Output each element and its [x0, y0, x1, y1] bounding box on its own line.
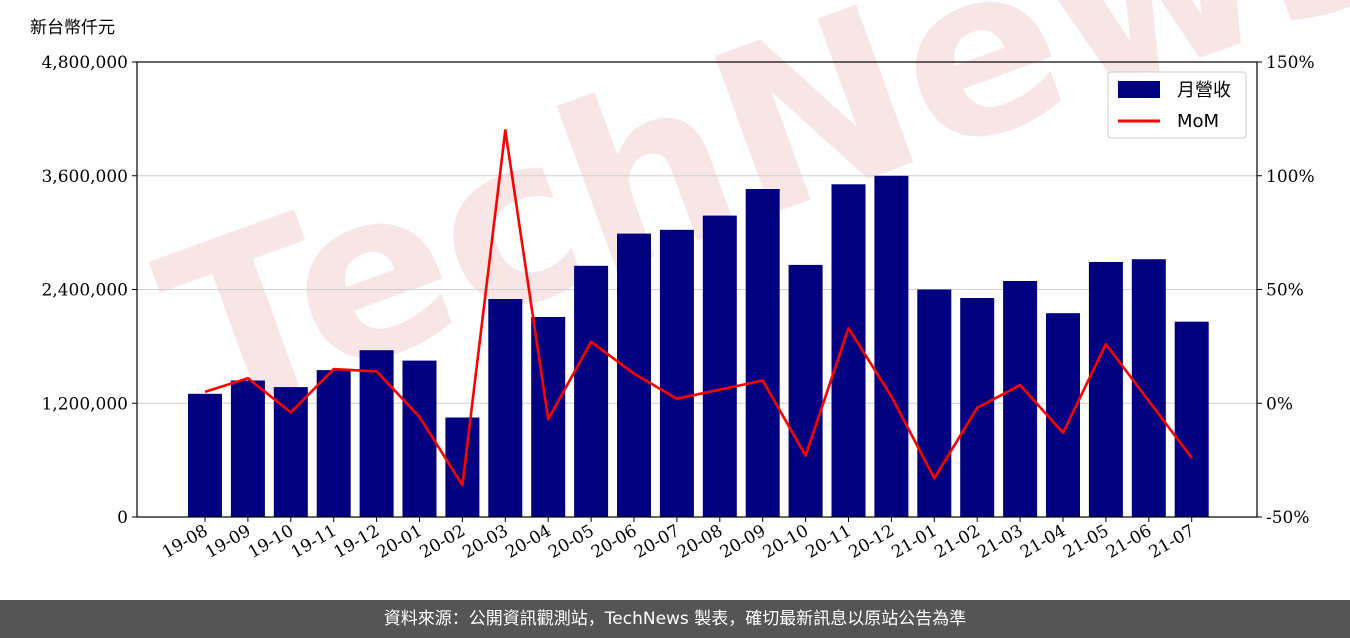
right-tick-label: 0%: [1266, 394, 1293, 414]
x-tick-label: 19-08: [159, 521, 211, 563]
x-axis: 19-0819-0919-1019-1119-1220-0120-0220-03…: [159, 517, 1198, 563]
legend: 月營收 MoM: [1107, 71, 1247, 139]
x-tick-label: 20-11: [803, 521, 855, 563]
x-tick-label: 21-01: [888, 521, 940, 563]
revenue-bar: [659, 229, 694, 518]
revenue-bar: [402, 360, 437, 517]
right-tick-label: 100%: [1266, 167, 1315, 187]
x-tick-label: 20-01: [374, 521, 426, 563]
legend-bar-swatch: [1118, 81, 1160, 98]
revenue-chart: TechNews 0 1,200,000 2,400,000 3,600,000 4,8…: [30, 0, 1350, 563]
revenue-bar: [188, 393, 222, 517]
revenue-bar: [702, 215, 737, 517]
revenue-bar: [917, 289, 952, 517]
watermark-text: TechNews: [132, 0, 1350, 472]
legend-bar-label: 月營收: [1177, 80, 1231, 101]
x-tick-label: 21-06: [1103, 521, 1155, 563]
x-tick-label: 20-02: [416, 521, 468, 563]
x-tick-label: 19-10: [245, 521, 297, 563]
x-tick-label: 20-07: [631, 521, 683, 563]
revenue-bar: [230, 380, 265, 517]
left-axis: 0 1,200,000 2,400,000 3,600,000 4,800,000: [41, 53, 137, 528]
revenue-bar: [488, 299, 523, 517]
x-tick-label: 19-11: [288, 521, 340, 563]
revenue-bar: [574, 265, 609, 517]
revenue-bar: [316, 370, 351, 517]
x-tick-label: 21-07: [1146, 521, 1198, 563]
x-tick-label: 21-05: [1060, 521, 1112, 563]
right-tick-label: 50%: [1266, 281, 1304, 301]
left-tick-label: 0: [117, 508, 128, 528]
revenue-bar: [617, 233, 651, 517]
watermark: TechNews: [132, 0, 1350, 472]
left-tick-label: 3,600,000: [41, 167, 128, 187]
x-tick-label: 20-05: [545, 521, 597, 563]
revenue-bar: [1046, 313, 1080, 517]
left-tick-label: 4,800,000: [41, 53, 128, 73]
bars: [188, 175, 1209, 518]
x-tick-label: 21-04: [1017, 521, 1069, 563]
x-tick-label: 19-12: [331, 521, 383, 563]
x-tick-label: 20-06: [588, 521, 640, 563]
revenue-bar: [788, 264, 823, 517]
right-axis: -50% 0% 50% 100% 150%: [1257, 53, 1315, 528]
revenue-bar: [1131, 259, 1166, 517]
x-tick-label: 20-10: [760, 521, 812, 563]
legend-line-label: MoM: [1177, 111, 1219, 132]
left-tick-label: 1,200,000: [41, 394, 128, 414]
left-tick-label: 2,400,000: [41, 281, 128, 301]
revenue-bar: [1088, 262, 1123, 517]
revenue-bar: [359, 350, 394, 517]
x-tick-label: 20-12: [845, 521, 897, 563]
x-tick-label: 20-03: [459, 521, 511, 563]
revenue-bar: [1174, 321, 1209, 517]
x-tick-label: 21-03: [974, 521, 1026, 563]
x-tick-label: 20-08: [674, 521, 726, 563]
revenue-bar: [745, 189, 780, 517]
y-unit-label: 新台幣仟元: [30, 18, 115, 38]
source-footer: 資料來源：公開資訊觀測站，TechNews 製表，確切最新訊息以原站公告為準: [0, 600, 1350, 638]
revenue-bar: [273, 387, 308, 517]
right-tick-label: 150%: [1266, 53, 1315, 73]
x-tick-label: 19-09: [202, 521, 254, 563]
revenue-bar: [831, 184, 866, 518]
mom-line-group: [204, 129, 1193, 487]
x-tick-label: 20-04: [502, 521, 554, 563]
x-tick-label: 20-09: [717, 521, 769, 563]
mom-line: [204, 129, 1193, 487]
x-tick-label: 21-02: [931, 521, 983, 563]
right-tick-label: -50%: [1266, 508, 1310, 528]
revenue-bar: [874, 175, 909, 518]
